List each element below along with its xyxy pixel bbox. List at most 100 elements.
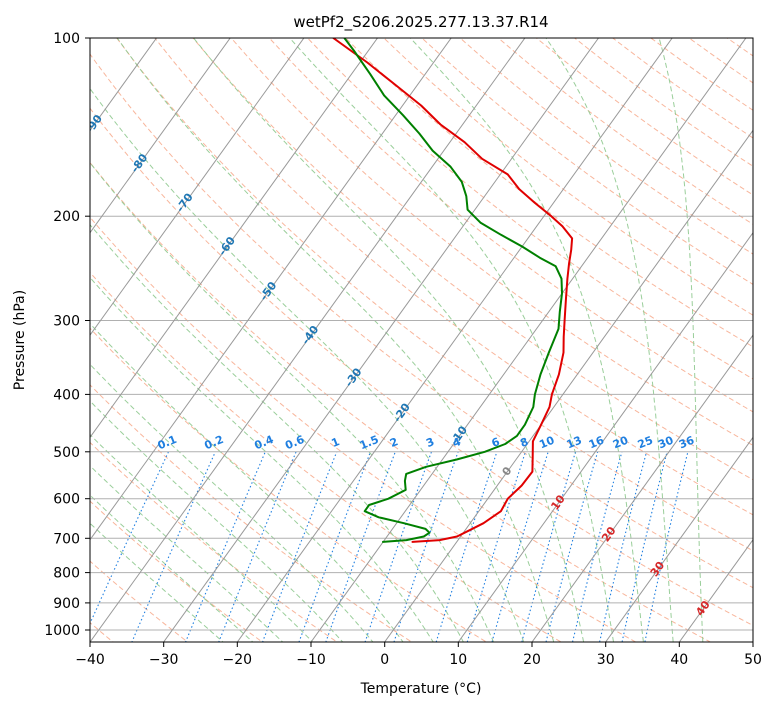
mixing-ratio-label: 36 [677,434,696,452]
isobar-grid [90,38,753,631]
dry-adiabat-line [116,38,753,552]
mixing-ratio-label: 20 [611,434,630,452]
x-tick-label: 30 [597,652,615,668]
moist-adiabat-line [289,38,615,642]
isotherm-gridline [384,129,753,642]
mixing-ratio-label: 16 [587,434,606,452]
y-tick-label: 500 [53,445,80,461]
isotherm-gridline [90,38,452,541]
mixing-ratio-label: 10 [537,434,556,452]
moist-adiabat-line [90,223,464,642]
mixing-ratio-label: 1 [330,435,342,450]
mixing-ratio-line [545,451,599,642]
y-tick-label: 800 [53,566,80,582]
isotherm-gridline [236,38,673,642]
mixing-ratio-line [521,451,577,642]
mixing-ratio-label: 3 [424,435,436,450]
mixing-ratio-line [571,451,623,642]
dry-adiabat-line [90,327,488,642]
moist-adiabat-line [90,276,434,642]
series-line-dewpoint [343,38,563,543]
mixing-ratio-line [644,451,689,642]
isotherm-gridline [605,436,753,642]
y-tick-label: 900 [53,596,80,612]
dry-adiabat-line [90,161,712,642]
x-tick-label: 0 [380,652,389,668]
dry-adiabat-line [230,38,753,446]
mixing-ratio-line [491,451,549,642]
y-tick-label: 300 [53,314,80,330]
isotherm-gridline [457,231,753,642]
moist-adiabat-line [90,522,224,642]
mixing-ratio-line [621,451,668,642]
mixing-ratio-line [599,451,648,642]
dry-adiabat-line [90,271,563,642]
y-tick-label: 200 [53,209,80,225]
x-tick-label: 20 [523,652,541,668]
plot-frame [89,37,754,643]
isotherm-gridline [90,38,379,439]
mixing-ratio-line [90,451,169,625]
isotherm-gridline [90,38,526,642]
mixing-ratio-line [185,451,266,642]
mixing-ratio-line [435,451,498,642]
moist-adiabat-line [409,38,644,642]
y-tick-label: 600 [53,492,80,508]
x-axis-label: Temperature (°C) [360,681,482,697]
y-tick-label: 400 [53,387,80,403]
dry-adiabat-line [268,38,753,413]
x-tick-label: 50 [744,652,762,668]
dry-adiabats [90,38,753,642]
x-tick-label: 40 [670,652,688,668]
y-tick-label: 1000 [44,623,80,639]
mixing-ratio-label: 25 [636,434,655,452]
isotherm-gridline [90,38,231,234]
x-tick-label: 10 [449,652,467,668]
x-tick-label: −10 [296,652,326,668]
isotherm-gridline [678,538,753,642]
chart-title: wetPf2_S206.2025.277.13.37.R14 [293,13,548,32]
mixing-ratio-label: 13 [565,434,584,452]
isotherm-gridline [531,334,753,642]
dry-adiabat-line [90,560,189,642]
profile-series [332,38,574,543]
moist-adiabat-line [193,38,585,642]
isotherm-grid [90,38,753,642]
dry-adiabat-line [90,384,413,642]
x-tick-label: −40 [75,652,105,668]
mixing-ratio-line [218,451,297,642]
x-tick-label: −20 [223,652,253,668]
y-axis-label: Pressure (hPa) [12,290,28,390]
isotherm-gridline [90,38,158,132]
mixing-ratio-lines [90,451,689,642]
x-tick-label: −30 [149,652,179,668]
mixing-ratio-line [393,451,459,642]
mixing-ratio-line [466,451,527,642]
moist-adiabat-line [116,38,555,642]
moist-adiabat-line [90,161,495,642]
moist-adiabat-line [658,38,704,642]
mixing-ratio-label: 8 [518,435,530,450]
dry-adiabat-line [90,53,753,589]
moist-adiabat-line [90,494,254,642]
mixing-ratio-label: 2 [388,435,400,450]
moist-adiabat-line [90,465,284,642]
dry-adiabat-line [192,38,753,481]
dry-adiabat-line [421,38,753,285]
moist-adiabat-line [90,87,525,642]
isotherm-gridline [163,38,600,642]
dry-adiabat-line [90,441,338,642]
moist-adiabat-line [90,433,314,642]
x-axis: −40 −30 −20 −10 0 10 20 30 40 50 [75,642,762,668]
series-line-temperature [332,38,574,543]
y-axis: 100 200 300 400 500 600 700 800 900 1000 [44,31,90,639]
dry-adiabat-line [90,107,753,627]
y-tick-label: 100 [53,31,80,47]
dry-adiabat-line [90,216,637,642]
y-tick-label: 700 [53,531,80,547]
mixing-ratio-line [325,451,396,642]
mixing-ratio-label: 30 [656,434,675,452]
